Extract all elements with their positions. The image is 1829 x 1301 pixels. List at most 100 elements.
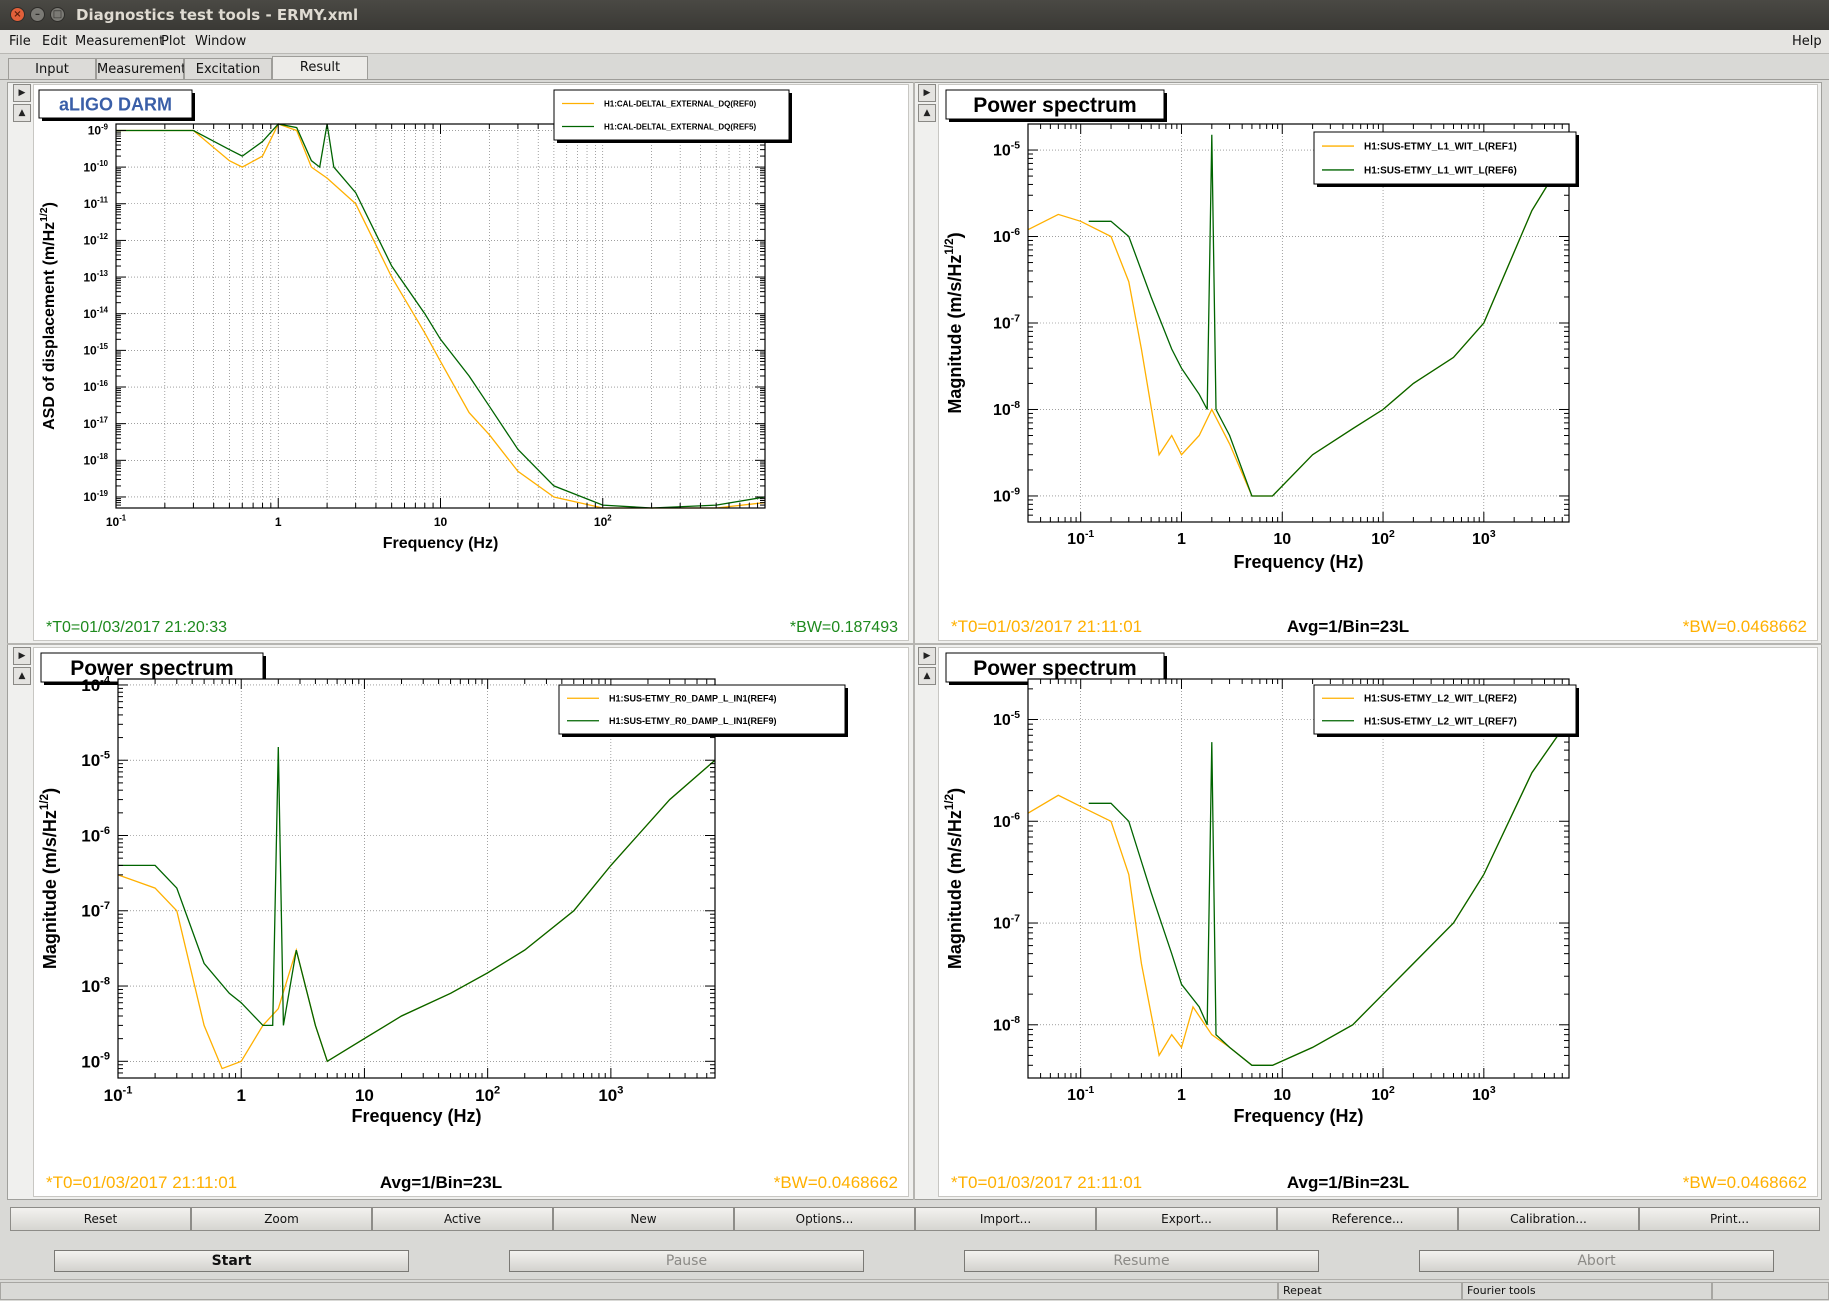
series-line-1 — [116, 123, 766, 509]
y-tick-label: 10-17 — [83, 415, 108, 430]
panel-splitter-vertical[interactable] — [913, 82, 915, 1200]
start-button[interactable]: Start — [54, 1250, 409, 1272]
abort-button[interactable]: Abort — [1419, 1250, 1774, 1272]
close-window-icon[interactable]: × — [10, 7, 25, 22]
panel-3-options-arrow-icon[interactable]: ▶ — [13, 647, 31, 665]
calibration-button[interactable]: Calibration... — [1458, 1207, 1639, 1231]
y-axis-label: Magnitude (m/s/Hz1/2) — [943, 788, 965, 969]
x-axis-label: Frequency (Hz) — [351, 1106, 481, 1126]
menu-plot[interactable]: Plot — [161, 34, 186, 49]
x-tick-label: 10-1 — [106, 514, 127, 529]
x-tick-label: 103 — [1472, 1085, 1496, 1104]
chart-title-box — [38, 89, 193, 119]
export-button[interactable]: Export... — [1096, 1207, 1277, 1231]
y-tick-label: 10-9 — [88, 122, 109, 137]
chart-title-box — [945, 89, 1165, 120]
zoom-button[interactable]: Zoom — [191, 1207, 372, 1231]
x-tick-label: 1 — [275, 515, 282, 529]
chart-title: Power spectrum — [70, 657, 233, 680]
y-tick-label: 10-12 — [83, 232, 108, 247]
tab-input[interactable]: Input — [8, 58, 96, 80]
plot-panel-l1-wit[interactable]: Power spectrum 10-5 10-6 10-7 10-8 10-9 10-1 1 1… — [938, 84, 1818, 641]
options-button[interactable]: Options... — [734, 1207, 915, 1231]
import-button[interactable]: Import... — [915, 1207, 1096, 1231]
legend-entry-2: H1:CAL-DELTAL_EXTERNAL_DQ(REF5) — [604, 122, 756, 131]
x-tick-label: 103 — [598, 1084, 623, 1105]
panel-3-collapse-arrow-icon[interactable]: ▲ — [13, 667, 31, 685]
y-tick-label: 10-10 — [83, 159, 108, 174]
y-tick-label: 10-4 — [81, 674, 111, 695]
y-tick-label: 10-13 — [83, 269, 108, 284]
x-tick-label: 10-1 — [104, 1084, 133, 1105]
plot-panel-r0-damp[interactable]: Power spectrum 10-4 10-5 10-6 10-7 10-8 10-9 10… — [33, 647, 909, 1197]
menu-window[interactable]: Window — [195, 34, 247, 49]
panel-4-collapse-arrow-icon[interactable]: ▲ — [918, 667, 936, 685]
panel-splitter-horizontal[interactable] — [7, 643, 1822, 645]
plot-panel-l2-wit[interactable]: Power spectrum 10-5 10-6 10-7 10-8 10-1 1 10 102… — [938, 647, 1818, 1197]
panel-2-collapse-arrow-icon[interactable]: ▲ — [918, 104, 936, 122]
panel-4-options-arrow-icon[interactable]: ▶ — [918, 647, 936, 665]
tab-measurement[interactable]: Measurement — [96, 58, 186, 80]
x-tick-label: 102 — [594, 514, 612, 529]
y-tick-label: 10-6 — [81, 825, 110, 846]
tab-result[interactable]: Result — [272, 56, 368, 80]
chart-title-box — [945, 652, 1165, 683]
x-axis-label: Frequency (Hz) — [1233, 1106, 1363, 1126]
x-tick-label: 10 — [1273, 1087, 1291, 1104]
legend-entry-1: H1:SUS-ETMY_R0_DAMP_L_IN1(REF4) — [609, 693, 777, 703]
x-tick-label: 10 — [355, 1086, 374, 1105]
maximize-window-icon[interactable]: □ — [50, 7, 65, 22]
new-button[interactable]: New — [553, 1207, 734, 1231]
x-tick-label: 1 — [1177, 1087, 1186, 1104]
y-tick-label: 10-15 — [83, 342, 108, 357]
footer-t0: *T0=01/03/2017 21:20:33 — [46, 619, 227, 636]
legend-entry-2: H1:SUS-ETMY_L1_WIT_L(REF6) — [1364, 165, 1517, 176]
footer-avg-bin: Avg=1/Bin=23L — [380, 1173, 502, 1192]
panel-1-options-arrow-icon[interactable]: ▶ — [13, 84, 31, 102]
menu-edit[interactable]: Edit — [42, 34, 68, 49]
menu-measurement[interactable]: Measurement — [75, 34, 165, 49]
reset-button[interactable]: Reset — [10, 1207, 191, 1231]
chart-svg: Power spectrum 10-5 10-6 10-7 10-8 10-9 10-1 1 1… — [943, 89, 1807, 636]
legend-box — [558, 684, 846, 735]
minimize-window-icon[interactable]: – — [30, 7, 45, 22]
window-title: Diagnostics test tools - ERMY.xml — [76, 6, 359, 24]
legend-entry-2: H1:SUS-ETMY_R0_DAMP_L_IN1(REF9) — [609, 716, 777, 726]
footer-avg-bin: Avg=1/Bin=23L — [1287, 1173, 1409, 1192]
status-tools: Fourier tools — [1462, 1282, 1712, 1300]
active-button[interactable]: Active — [372, 1207, 553, 1231]
plot-panel-darm[interactable]: aLIGO DARM 10-9 10-10 10-11 10-12 10-13 10-14 1… — [33, 84, 909, 641]
menu-file[interactable]: File — [9, 34, 31, 49]
series-line-2 — [116, 123, 766, 509]
tab-excitation[interactable]: Excitation — [184, 58, 272, 80]
series-line-2 — [1088, 134, 1570, 497]
footer-bw: *BW=0.0468662 — [774, 1173, 898, 1192]
x-tick-label: 10 — [1273, 531, 1291, 548]
panel-1-collapse-arrow-icon[interactable]: ▲ — [13, 104, 31, 122]
chart-title: aLIGO DARM — [59, 94, 172, 114]
x-tick-label: 103 — [1472, 529, 1496, 548]
tab-divider — [0, 79, 1829, 80]
pause-button[interactable]: Pause — [509, 1250, 864, 1272]
resume-button[interactable]: Resume — [964, 1250, 1319, 1272]
x-tick-label: 10-1 — [1067, 529, 1094, 548]
x-tick-label: 1 — [1177, 531, 1186, 548]
y-tick-label: 10-9 — [81, 1051, 110, 1072]
print-button[interactable]: Print... — [1639, 1207, 1820, 1231]
panel-2-options-arrow-icon[interactable]: ▶ — [918, 84, 936, 102]
menu-help[interactable]: Help — [1792, 34, 1822, 49]
x-tick-label: 102 — [1371, 1085, 1395, 1104]
status-bar: Repeat Fourier tools — [0, 1279, 1829, 1301]
y-tick-label: 10-7 — [81, 900, 110, 921]
footer-t0: *T0=01/03/2017 21:11:01 — [46, 1173, 237, 1192]
reference-button[interactable]: Reference... — [1277, 1207, 1458, 1231]
legend-box — [553, 89, 790, 141]
y-tick-label: 10-8 — [81, 975, 110, 996]
y-tick-label: 10-5 — [993, 140, 1020, 159]
y-axis-label: Magnitude (m/s/Hz1/2) — [38, 788, 60, 969]
series-line-2 — [118, 746, 716, 1063]
chart-title: Power spectrum — [973, 657, 1136, 680]
status-repeat: Repeat — [1278, 1282, 1462, 1300]
legend-entry-1: H1:SUS-ETMY_L1_WIT_L(REF1) — [1364, 142, 1517, 153]
